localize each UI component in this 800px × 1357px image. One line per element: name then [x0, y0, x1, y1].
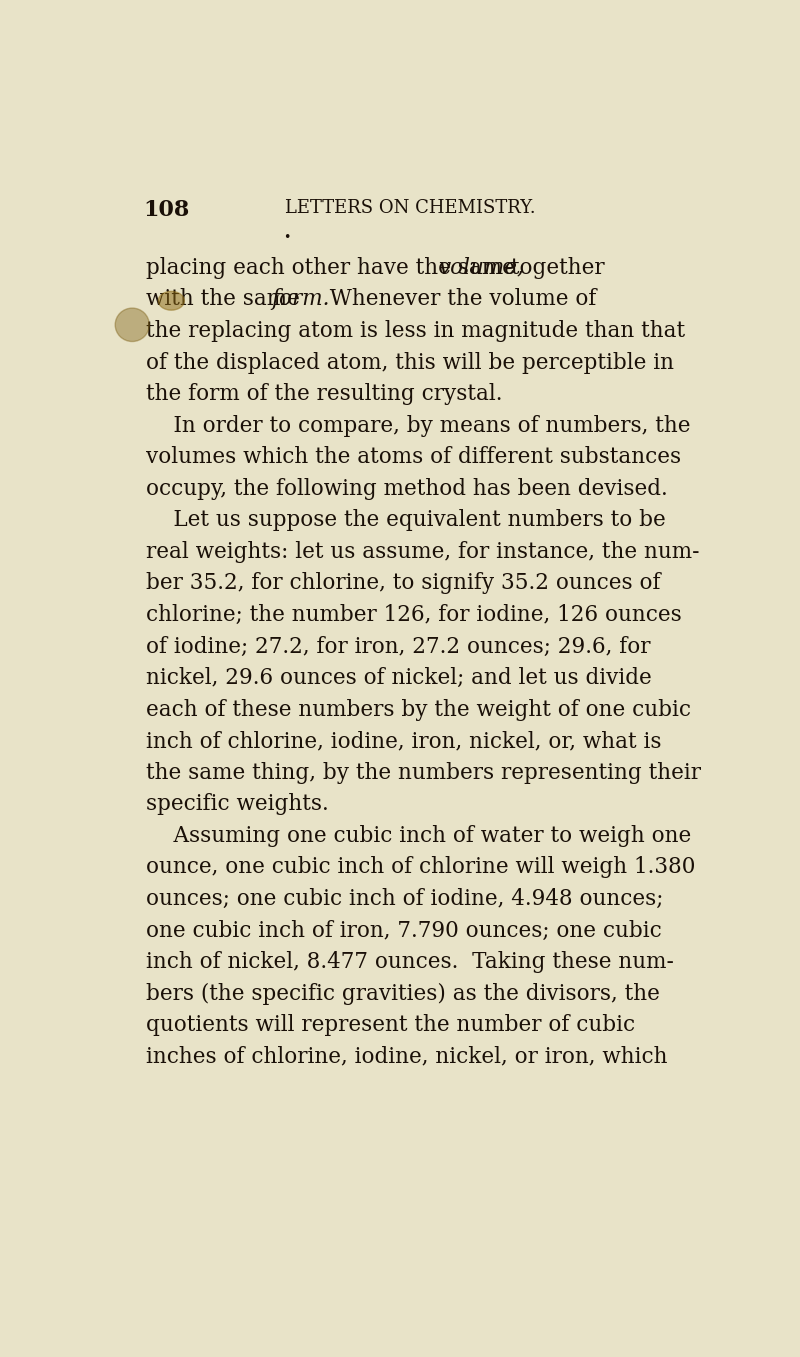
Text: of the displaced atom, this will be perceptible in: of the displaced atom, this will be perc…	[146, 351, 674, 373]
Text: inches of chlorine, iodine, nickel, or iron, which: inches of chlorine, iodine, nickel, or i…	[146, 1046, 668, 1068]
Text: the replacing atom is less in magnitude than that: the replacing atom is less in magnitude …	[146, 320, 686, 342]
Text: of iodine; 27.2, for iron, 27.2 ounces; 29.6, for: of iodine; 27.2, for iron, 27.2 ounces; …	[146, 635, 651, 658]
Text: ounces; one cubic inch of iodine, 4.948 ounces;: ounces; one cubic inch of iodine, 4.948 …	[146, 887, 664, 911]
Text: each of these numbers by the weight of one cubic: each of these numbers by the weight of o…	[146, 699, 691, 721]
Text: Assuming one cubic inch of water to weigh one: Assuming one cubic inch of water to weig…	[146, 825, 692, 847]
Text: quotients will represent the number of cubic: quotients will represent the number of c…	[146, 1014, 636, 1037]
Text: In order to compare, by means of numbers, the: In order to compare, by means of numbers…	[146, 415, 691, 437]
Text: Let us suppose the equivalent numbers to be: Let us suppose the equivalent numbers to…	[146, 509, 666, 532]
Text: volume,: volume,	[438, 256, 523, 280]
Text: specific weights.: specific weights.	[146, 794, 330, 816]
Text: bers (the specific gravities) as the divisors, the: bers (the specific gravities) as the div…	[146, 982, 660, 1004]
Text: LETTERS ON CHEMISTRY.: LETTERS ON CHEMISTRY.	[285, 199, 535, 217]
Text: with the same: with the same	[146, 289, 307, 311]
Text: •: •	[283, 231, 290, 244]
Text: together: together	[504, 256, 605, 280]
Text: chlorine; the number 126, for iodine, 126 ounces: chlorine; the number 126, for iodine, 12…	[146, 604, 682, 626]
Text: the same thing, by the numbers representing their: the same thing, by the numbers represent…	[146, 761, 702, 784]
Text: nickel, 29.6 ounces of nickel; and let us divide: nickel, 29.6 ounces of nickel; and let u…	[146, 668, 652, 689]
Text: occupy, the following method has been devised.: occupy, the following method has been de…	[146, 478, 668, 499]
Text: volumes which the atoms of different substances: volumes which the atoms of different sub…	[146, 446, 682, 468]
Text: ounce, one cubic inch of chlorine will weigh 1.380: ounce, one cubic inch of chlorine will w…	[146, 856, 696, 878]
Text: form.: form.	[271, 289, 330, 311]
Text: inch of chlorine, iodine, iron, nickel, or, what is: inch of chlorine, iodine, iron, nickel, …	[146, 730, 662, 752]
Text: placing each other have the same: placing each other have the same	[146, 256, 522, 280]
Text: the form of the resulting crystal.: the form of the resulting crystal.	[146, 383, 503, 406]
Text: Whenever the volume of: Whenever the volume of	[317, 289, 597, 311]
Text: one cubic inch of iron, 7.790 ounces; one cubic: one cubic inch of iron, 7.790 ounces; on…	[146, 920, 662, 942]
Ellipse shape	[115, 308, 150, 342]
Text: 108: 108	[143, 199, 190, 221]
Text: inch of nickel, 8.477 ounces.  Taking these num-: inch of nickel, 8.477 ounces. Taking the…	[146, 951, 674, 973]
Ellipse shape	[158, 292, 184, 311]
Text: real weights: let us assume, for instance, the num-: real weights: let us assume, for instanc…	[146, 541, 700, 563]
Text: ber 35.2, for chlorine, to signify 35.2 ounces of: ber 35.2, for chlorine, to signify 35.2 …	[146, 573, 661, 594]
